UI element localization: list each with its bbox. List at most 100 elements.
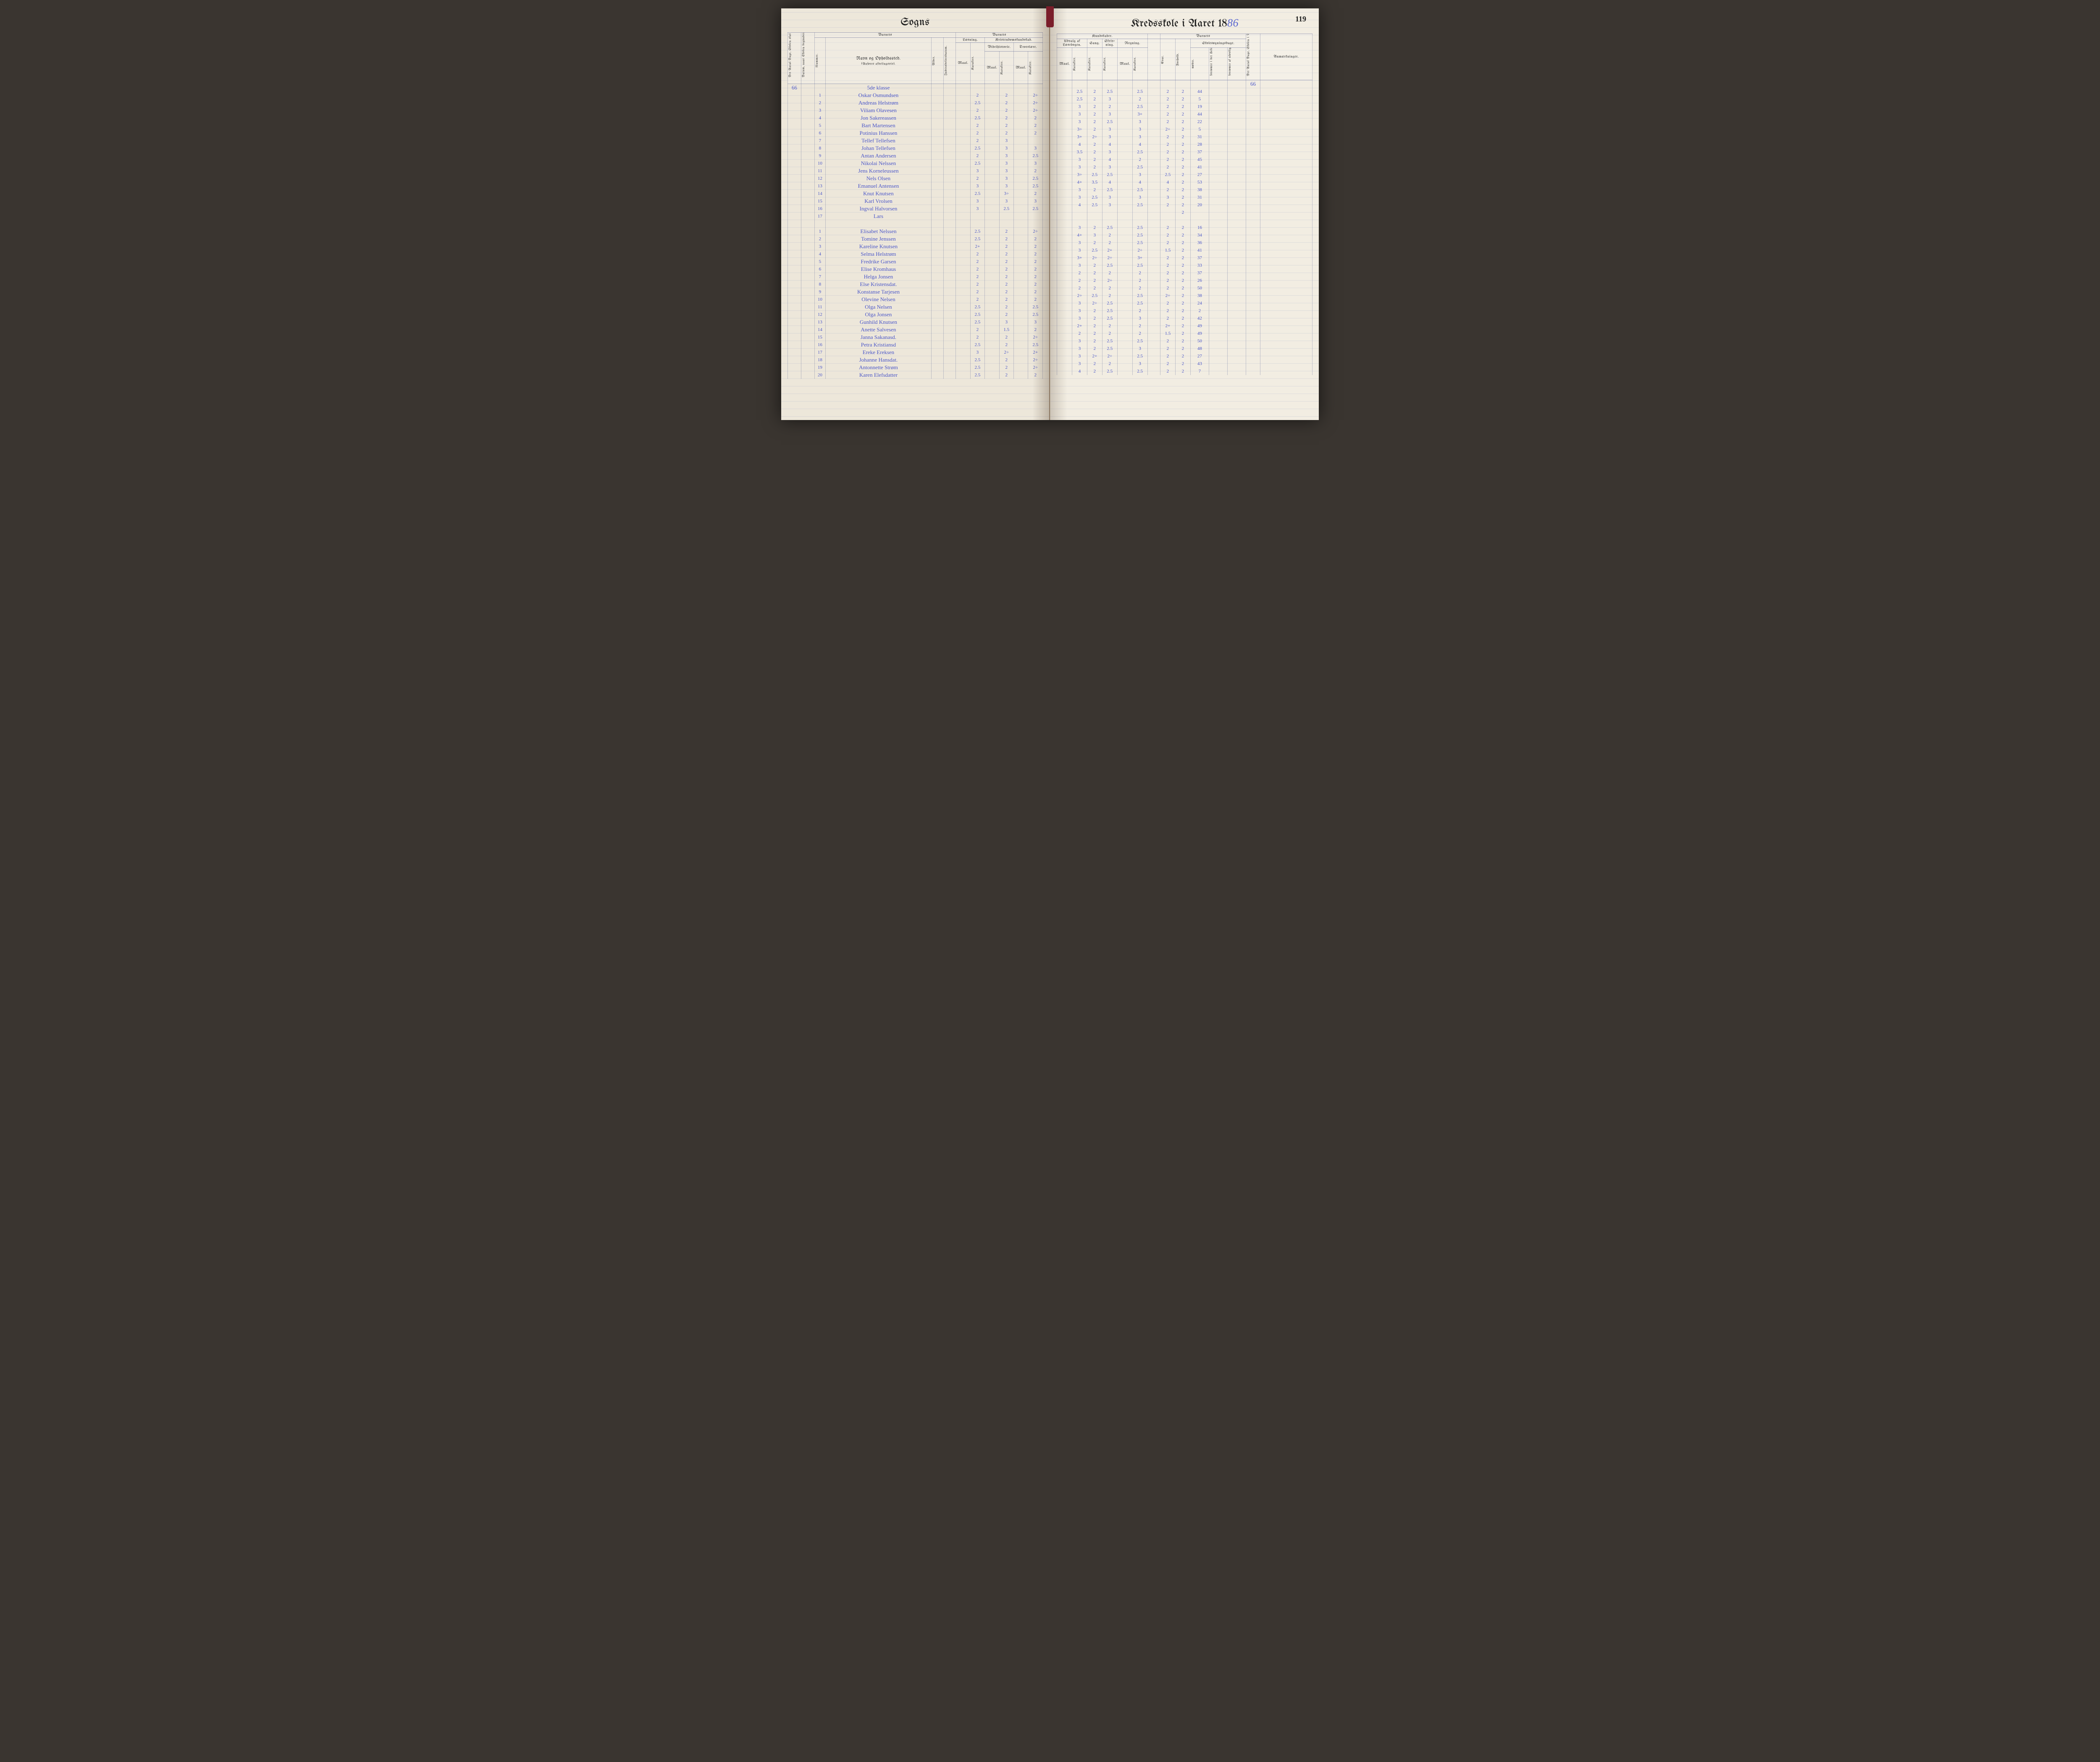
cell-l-maal [956, 243, 970, 250]
table-row: 9Konstanse Tarjesen222 [788, 288, 1043, 296]
klasse-row: 66 5de klasse [788, 84, 1043, 92]
cell-skriv: 4 [1102, 179, 1117, 186]
cell-skriv [1102, 216, 1117, 224]
cell-r-maal [1117, 163, 1132, 171]
cell-b-kar: 2 [999, 364, 1013, 371]
cell-u-maal [1057, 171, 1072, 179]
cell-r-kar: 2 [1132, 95, 1147, 103]
cell-skriv: 2÷ [1102, 352, 1117, 360]
cell-u-kar: 4 [1072, 368, 1087, 375]
cell-skriv: 3 [1102, 126, 1117, 133]
cell-modte: 2 [1190, 307, 1209, 315]
cell-l-maal [956, 250, 970, 258]
cell-num: 15 [814, 197, 826, 205]
cell-sang: 2 [1087, 186, 1102, 194]
cell-t-maal [1013, 92, 1028, 99]
cell-modte: 49 [1190, 330, 1209, 337]
cell-skriv: 2.5 [1102, 88, 1117, 95]
cell-name: Johanne Hansdat. [826, 356, 932, 364]
cell-l-kar: 2.5 [970, 144, 984, 152]
table-row: 5Bart Martensen222 [788, 122, 1043, 129]
cell-b-maal [985, 281, 999, 288]
cell-b-maal [985, 197, 999, 205]
cell-evne: 2 [1160, 352, 1175, 360]
cell-evne: 2 [1160, 299, 1175, 307]
table-row: 3222.52236 [1057, 239, 1312, 247]
cell-l-maal [956, 107, 970, 114]
cell-u-kar: 3+ [1072, 133, 1087, 141]
cell-sang: 2 [1087, 330, 1102, 337]
cell-b-kar: 2 [999, 228, 1013, 235]
cell-name: Kareline Knutsen [826, 243, 932, 250]
cell-t-maal [1013, 182, 1028, 190]
cell-b-maal [985, 160, 999, 167]
cell-sang: 2+ [1087, 352, 1102, 360]
cell-skriv: 2 [1102, 284, 1117, 292]
cell-t-maal [1013, 349, 1028, 356]
cell-r-maal [1117, 330, 1132, 337]
cell-sang: 2 [1087, 118, 1102, 126]
cell-forh: 2 [1175, 352, 1190, 360]
cell-forh: 2 [1175, 110, 1190, 118]
cell-u-maal [1057, 194, 1072, 201]
table-row: 15Karl Vrolsen333 [788, 197, 1043, 205]
cell-t-maal [1013, 107, 1028, 114]
table-row: 322.52.52233 [1057, 262, 1312, 269]
cell-evne: 2 [1160, 269, 1175, 277]
cell-r-maal [1117, 368, 1132, 375]
cell-skriv: 2.5 [1102, 368, 1117, 375]
cell-l-kar: 2 [970, 258, 984, 265]
cell-forh: 2 [1175, 133, 1190, 141]
cell-name: Elise Kromhaus [826, 265, 932, 273]
cell-forh: 2 [1175, 239, 1190, 247]
cell-b-maal [985, 356, 999, 364]
cell-name: Tellef Tellefsen [826, 137, 932, 144]
cell-name: Tomine Jenssen [826, 235, 932, 243]
cell-num: 4 [814, 114, 826, 122]
cell-l-maal [956, 220, 970, 228]
hdr-sang: Sang. [1087, 39, 1102, 48]
cell-u-kar: 3 [1072, 194, 1087, 201]
table-row: 19Antonnette Strøm2.522÷ [788, 364, 1043, 371]
cell-forh: 2 [1175, 141, 1190, 148]
cell-t-kar: 2 [1028, 235, 1043, 243]
klasse-cell: 5de klasse [826, 84, 932, 92]
cell-num: 1 [814, 92, 826, 99]
cell-b-kar: 1.5 [999, 326, 1013, 333]
table-row: 7Helga Jonsen222 [788, 273, 1043, 281]
cell-u-maal [1057, 209, 1072, 216]
hdr-datum: Datum, naar Skolen begynder og slutter h… [802, 38, 806, 78]
cell-t-kar: 2÷ [1028, 228, 1043, 235]
cell-t-maal [1013, 371, 1028, 379]
hdr-barnets-2: Barnets [956, 33, 1043, 38]
cell-forh: 2 [1175, 179, 1190, 186]
table-row: 322.52.52216 [1057, 224, 1312, 231]
hdr-bibel: Bibelhistorie. [985, 43, 1014, 52]
cell-t-kar [1028, 137, 1043, 144]
cell-r-maal [1117, 345, 1132, 352]
cell-forh: 2 [1175, 315, 1190, 322]
hdr-u-kar: Karakter. [1073, 51, 1076, 76]
cell-forh: 2 [1175, 254, 1190, 262]
cell-evne [1160, 216, 1175, 224]
cell-l-maal [956, 122, 970, 129]
cell-l-maal [956, 258, 970, 265]
cell-t-maal [1013, 175, 1028, 182]
cell-skriv: 2 [1102, 269, 1117, 277]
cell-sang: 3 [1087, 231, 1102, 239]
cell-u-kar: 2÷ [1072, 292, 1087, 299]
cell-b-kar: 2 [999, 273, 1013, 281]
cell-b-maal [985, 107, 999, 114]
cell-evne: 2 [1160, 254, 1175, 262]
cell-skriv: 2 [1102, 292, 1117, 299]
page-right: 119 Kredsskole i Aaret 1886 Kundskaber. … [1050, 8, 1319, 420]
cell-evne: 2 [1160, 315, 1175, 322]
cell-evne: 2 [1160, 307, 1175, 315]
cell-l-kar: 2 [970, 92, 984, 99]
cell-b-maal [985, 182, 999, 190]
cell-b-maal [985, 364, 999, 371]
cell-l-maal [956, 371, 970, 379]
ledger-table-left: Det Antal Dage, Skolen skal holdes i Kre… [788, 32, 1043, 379]
cell-sang: 2.5 [1087, 201, 1102, 209]
cell-modte: 5 [1190, 126, 1209, 133]
